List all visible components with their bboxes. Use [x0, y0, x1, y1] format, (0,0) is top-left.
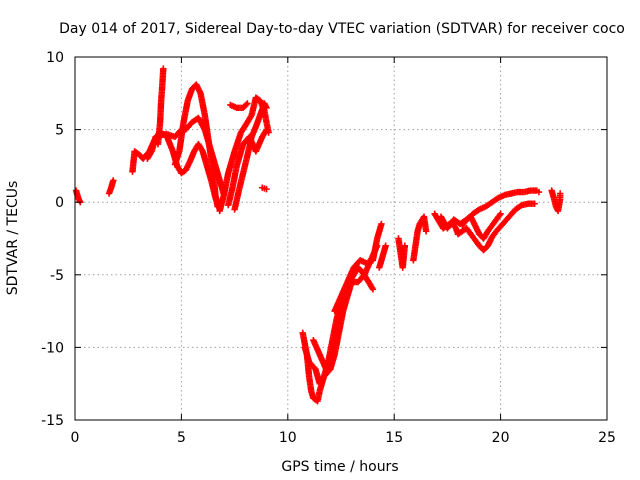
data-point: [369, 286, 377, 293]
data-point: [556, 190, 564, 197]
data-series: [431, 200, 538, 254]
data-point: [531, 200, 538, 207]
x-tick-label: 25: [598, 430, 616, 446]
data-series: [105, 177, 117, 197]
data-point: [535, 188, 543, 196]
data-point: [497, 210, 504, 218]
data-series: [376, 242, 389, 271]
data-point: [160, 65, 167, 72]
y-tick-label: -15: [41, 413, 64, 429]
data-point: [382, 242, 389, 249]
data-point: [263, 104, 270, 112]
x-tick-label: 10: [279, 430, 297, 446]
y-axis-label: SDTVAR / TECUs: [5, 181, 21, 296]
data-point: [401, 242, 409, 249]
data-point: [263, 185, 270, 193]
y-tick-label: -5: [50, 268, 64, 284]
data-point: [422, 228, 430, 235]
data-series: [459, 210, 504, 242]
x-tick-label: 0: [71, 430, 80, 446]
data-series: [548, 187, 564, 215]
data-series: [227, 100, 251, 112]
data-series: [154, 65, 167, 148]
data-series: [231, 100, 270, 213]
x-tick-label: 5: [177, 430, 186, 446]
data-series: [171, 81, 221, 210]
x-tick-label: 15: [385, 430, 403, 446]
y-tick-label: 5: [55, 123, 64, 139]
data-point: [110, 177, 117, 184]
x-axis-label: GPS time / hours: [281, 459, 398, 475]
y-tick-label: -10: [41, 340, 64, 356]
plot-frame: [74, 56, 608, 421]
grid-layer: [75, 57, 607, 420]
data-point: [263, 126, 270, 133]
data-point: [378, 220, 385, 228]
data-series: [395, 235, 409, 271]
data-series: [410, 213, 430, 264]
data-series: [259, 184, 270, 193]
data-points-layer: [72, 65, 564, 405]
chart-title: Day 014 of 2017, Sidereal Day-to-day VTE…: [59, 21, 625, 37]
data-point: [243, 101, 250, 108]
data-series: [331, 220, 385, 315]
axis-layer: 0 5 10 15 20 25 -15 -10 -5 0 5 10: [41, 50, 616, 446]
x-tick-label: 20: [492, 430, 510, 446]
y-tick-label: 10: [46, 50, 64, 66]
y-tick-label: 0: [55, 195, 64, 211]
data-point: [244, 100, 251, 107]
